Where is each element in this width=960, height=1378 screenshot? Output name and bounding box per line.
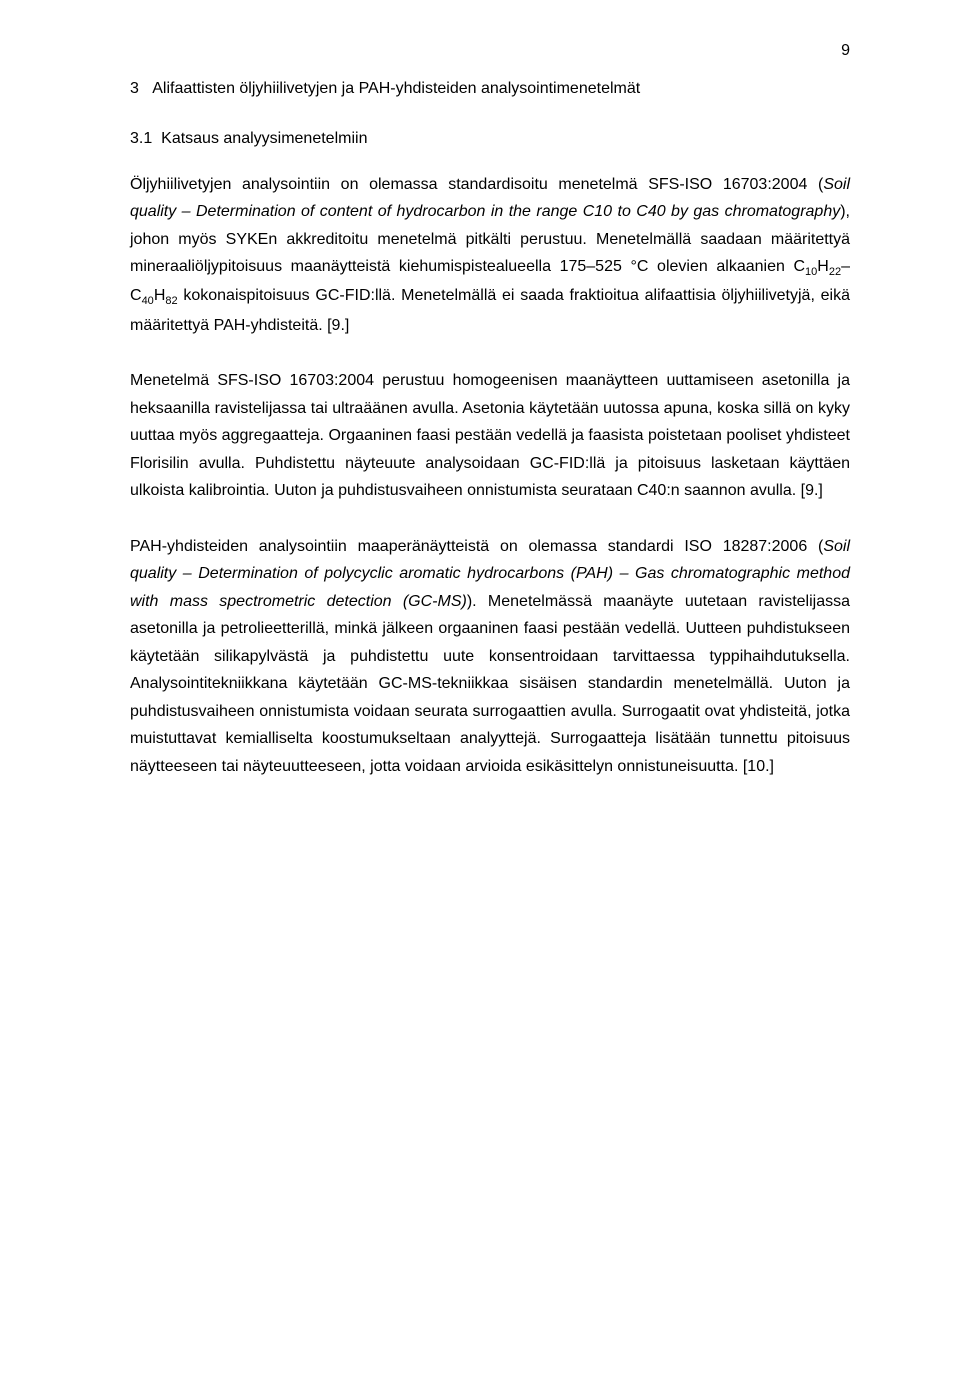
p1-text6: kokonaispitoisuus GC-FID:llä. Menetelmäl…: [130, 287, 850, 333]
paragraph-1: Öljyhiilivetyjen analysointiin on olemas…: [130, 171, 850, 339]
heading1-title: Alifaattisten öljyhiilivetyjen ja PAH-yh…: [152, 80, 640, 97]
p1-sub4: 82: [165, 296, 177, 308]
page-number: 9: [841, 42, 850, 60]
heading1-number: 3: [130, 80, 139, 97]
heading-level-2: 3.1 Katsaus analyysimenetelmiin: [130, 128, 850, 150]
heading2-number: 3.1: [130, 130, 152, 147]
p3-text2: ). Menetelmässä maanäyte uutetaan ravist…: [130, 593, 850, 775]
p1-sub3: 40: [142, 296, 154, 308]
p1-text3: H: [817, 258, 829, 275]
p1-text1: Öljyhiilivetyjen analysointiin on olemas…: [130, 176, 823, 193]
paragraph-2: Menetelmä SFS-ISO 16703:2004 perustuu ho…: [130, 367, 850, 505]
paragraph-3: PAH-yhdisteiden analysointiin maaperänäy…: [130, 533, 850, 781]
p1-text5: H: [154, 287, 166, 304]
p3-text1: PAH-yhdisteiden analysointiin maaperänäy…: [130, 538, 823, 555]
p1-sub1: 10: [805, 267, 817, 279]
heading-level-1: 3 Alifaattisten öljyhiilivetyjen ja PAH-…: [130, 78, 850, 100]
heading2-title: Katsaus analyysimenetelmiin: [161, 130, 367, 147]
p1-sub2: 22: [829, 267, 841, 279]
